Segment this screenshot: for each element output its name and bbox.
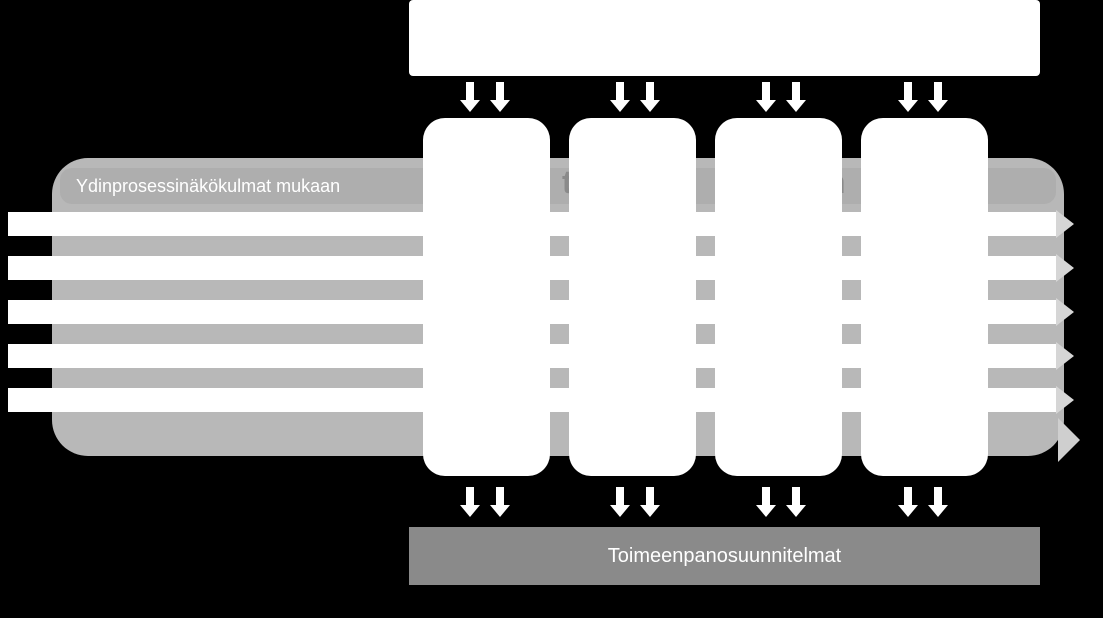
vbox-2 bbox=[569, 118, 696, 476]
container-right-arrow bbox=[1058, 418, 1080, 462]
hbar-arrow-3 bbox=[1056, 298, 1074, 326]
vbox-3 bbox=[715, 118, 842, 476]
vbox-4 bbox=[861, 118, 988, 476]
process-label-text: Ydinprosessinäkökulmat mukaan bbox=[76, 176, 340, 197]
hbar-arrow-5 bbox=[1056, 386, 1074, 414]
bottom-output-box: Toimeenpanosuunnitelmat bbox=[409, 527, 1040, 585]
hbar-arrow-2 bbox=[1056, 254, 1074, 282]
left-tick-4 bbox=[0, 354, 6, 358]
left-tick-2 bbox=[0, 266, 6, 270]
hbar-arrow-1 bbox=[1056, 210, 1074, 238]
vbox-1 bbox=[423, 118, 550, 476]
top-input-box bbox=[409, 0, 1040, 76]
left-tick-1 bbox=[0, 222, 6, 226]
hbar-arrow-4 bbox=[1056, 342, 1074, 370]
left-tick-5 bbox=[0, 398, 6, 402]
bottom-output-label: Toimeenpanosuunnitelmat bbox=[608, 545, 842, 568]
left-tick-3 bbox=[0, 310, 6, 314]
